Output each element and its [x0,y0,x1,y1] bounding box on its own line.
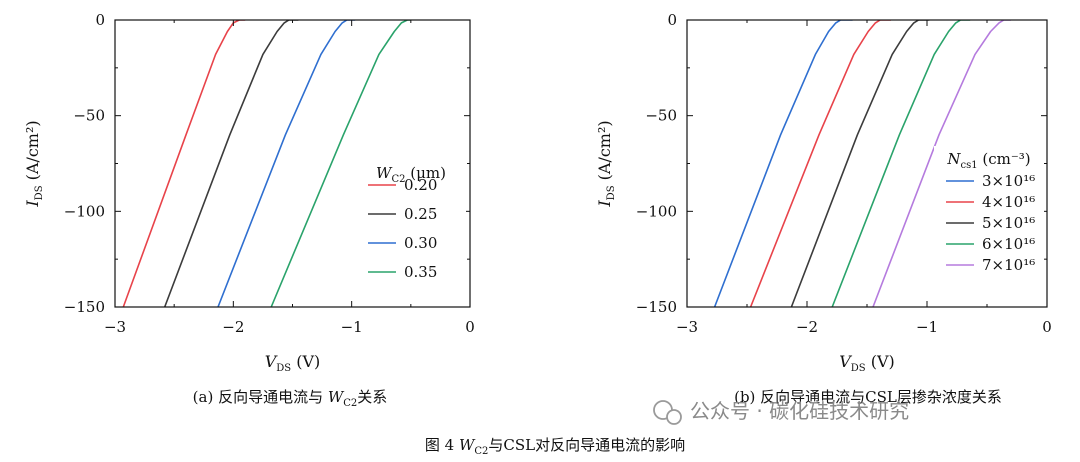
legend-title: Ncs1 (cm⁻³) [946,150,1030,171]
y-tick-label: −150 [636,298,677,316]
figure-caption-subscript: C2 [474,446,488,457]
x-tick-label: 0 [1042,318,1052,336]
figure-caption-symbol: W [459,436,476,454]
figure-caption-rest: 与CSL对反向导通电流的影响 [488,436,685,454]
legend-label-2: 0.30 [404,234,437,252]
y-tick-label: −50 [73,107,105,125]
panel-caption: (b) 反向导通电流与CSL层掺杂浓度关系 [734,388,1002,406]
figure-caption-prefix: 图 4 [425,436,459,454]
symbol: W [376,164,393,182]
legend-label-3: 0.35 [404,263,437,281]
symbol: I [595,200,614,208]
subscript: DS [34,185,45,200]
caption-rest: 关系 [357,388,387,406]
subscript: cs1 [960,160,977,171]
x-axis-label: VDS (V) [839,352,895,374]
symbol: V [265,352,278,371]
series-lines [122,20,411,307]
legend-label-0: 3×10¹⁶ [982,172,1035,190]
watermark-text: 公众号 · 碳化硅技术研究 [690,399,909,423]
y-tick-label: −50 [645,107,677,125]
subscript: C2 [391,174,405,185]
legend-label-3: 6×10¹⁶ [982,235,1035,253]
watermark: 公众号 · 碳化硅技术研究 [653,399,909,425]
panel-caption: (a) 反向导通电流与 WC2关系 [193,388,388,409]
series-line-2 [790,20,930,307]
legend-background [356,160,466,296]
y-axis-label: IDS (A/cm²) [595,120,617,207]
y-axis-label: IDS (A/cm²) [23,120,45,207]
legend-label-1: 4×10¹⁶ [982,193,1035,211]
legend-label-0: 0.20 [404,176,437,194]
caption-symbol: W [328,388,345,406]
y-tick-label: −100 [64,202,105,220]
y-tick-label: −100 [636,202,677,220]
series-line-1 [163,20,299,307]
legend-title: WC2 (μm) [376,164,446,185]
symbol: I [23,200,42,208]
symbol: N [946,150,961,168]
label-rest: (V) [866,352,895,371]
subscript: DS [851,363,866,374]
wechat-logo-icon-small [666,409,682,425]
series-line-0 [122,20,246,307]
series-line-3 [831,20,971,307]
figure-caption: 图 4 WC2与CSL对反向导通电流的影响 [425,436,685,457]
legend-background [934,146,1044,296]
y-tick-label: −150 [64,298,105,316]
x-tick-label: 0 [465,318,475,336]
legend: WC2 (μm)0.20 0.25 0.30 0.35 [356,160,466,296]
y-tick-label: 0 [95,11,105,29]
x-tick-label: −2 [222,318,244,336]
series-line-2 [217,20,356,307]
subscript: DS [276,363,291,374]
x-axis-label: VDS (V) [265,352,321,374]
legend: Ncs1 (cm⁻³)3×10¹⁶4×10¹⁶5×10¹⁶6×10¹⁶7×10¹… [934,146,1044,296]
label-rest: (A/cm²) [23,120,42,185]
caption-prefix: (a) 反向导通电流与 [193,388,328,406]
legend-label-1: 0.25 [404,205,437,223]
series-line-1 [749,20,891,307]
x-tick-label: −3 [104,318,126,336]
series-line-3 [270,20,411,307]
y-tick-label: 0 [667,11,677,29]
label-rest: (μm) [405,164,445,182]
legend-label-2: 5×10¹⁶ [982,214,1035,232]
series-lines [713,20,1011,307]
x-tick-label: −3 [676,318,698,336]
label-rest: (V) [291,352,320,371]
label-rest: (A/cm²) [595,120,614,185]
x-tick-label: −2 [796,318,818,336]
series-line-4 [872,20,1011,307]
caption-subscript: C2 [343,398,357,409]
label-rest: (cm⁻³) [978,150,1031,168]
legend-label-4: 7×10¹⁶ [982,256,1035,274]
symbol: V [839,352,852,371]
x-tick-label: −1 [341,318,363,336]
x-tick-label: −1 [916,318,938,336]
subscript: DS [606,185,617,200]
series-line-0 [713,20,853,307]
